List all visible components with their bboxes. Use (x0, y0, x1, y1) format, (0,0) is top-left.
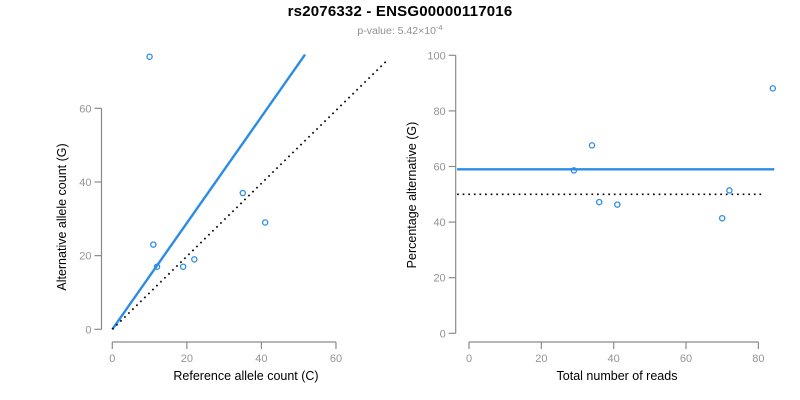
page-title: rs2076332 - ENSG00000117016 (287, 3, 513, 20)
data-point (718, 214, 726, 222)
y-axis-title: Percentage alternative (G) (405, 122, 419, 269)
y-axis-tick-label: 100 (427, 50, 445, 62)
x-axis-tick-label: 20 (535, 353, 547, 365)
data-point (146, 53, 153, 61)
data-point (588, 142, 596, 149)
y-axis-tick-label: 0 (440, 328, 446, 340)
identity-line (111, 59, 388, 330)
data-point (179, 263, 187, 270)
x-axis-tick-label: 40 (255, 353, 267, 365)
x-axis-tick-label: 0 (466, 353, 472, 365)
y-axis-tick-label: 0 (85, 324, 91, 336)
data-point (261, 219, 269, 226)
x-axis-tick-label: 40 (608, 353, 620, 365)
x-axis-tick-label: 60 (680, 353, 692, 365)
data-point (769, 85, 777, 92)
data-point (153, 263, 161, 270)
y-axis-tick-label: 40 (79, 177, 91, 189)
data-point (239, 189, 247, 197)
data-point (570, 167, 578, 174)
p-value-text: p-value: 5.42×10 (357, 25, 436, 37)
right-scatter-panel: 0 20 40 60 80 100 0 20 40 60 80 Total number of rea… (405, 50, 777, 383)
y-axis-tick-label: 40 (433, 217, 445, 229)
x-axis-tick-label: 60 (330, 353, 342, 365)
fit-line (111, 53, 307, 330)
data-point (614, 201, 621, 208)
p-value-exponent: -4 (435, 23, 443, 32)
data-point (726, 187, 733, 194)
x-axis-tick-label: 20 (181, 353, 193, 365)
y-axis-tick-label: 60 (433, 162, 445, 174)
left-scatter-panel: 0 20 40 60 0 20 40 60 Reference allele count (C)… (55, 53, 388, 383)
data-point (191, 256, 198, 263)
x-axis-tick-label: 80 (752, 353, 764, 365)
x-axis-title: Reference allele count (C) (173, 369, 318, 383)
y-axis-tick-label: 20 (433, 273, 445, 285)
x-axis-tick-label: 0 (109, 353, 115, 365)
x-axis-title: Total number of reads (557, 369, 678, 383)
y-axis-tick-label: 60 (79, 103, 91, 115)
y-axis-tick-label: 20 (79, 251, 91, 263)
data-point (595, 198, 603, 206)
data-point (150, 241, 157, 248)
y-axis-tick-label: 80 (433, 106, 445, 118)
p-value-subtitle: p-value: 5.42×10-4 (0, 23, 800, 37)
y-axis-title: Alternative allele count (G) (55, 143, 69, 290)
